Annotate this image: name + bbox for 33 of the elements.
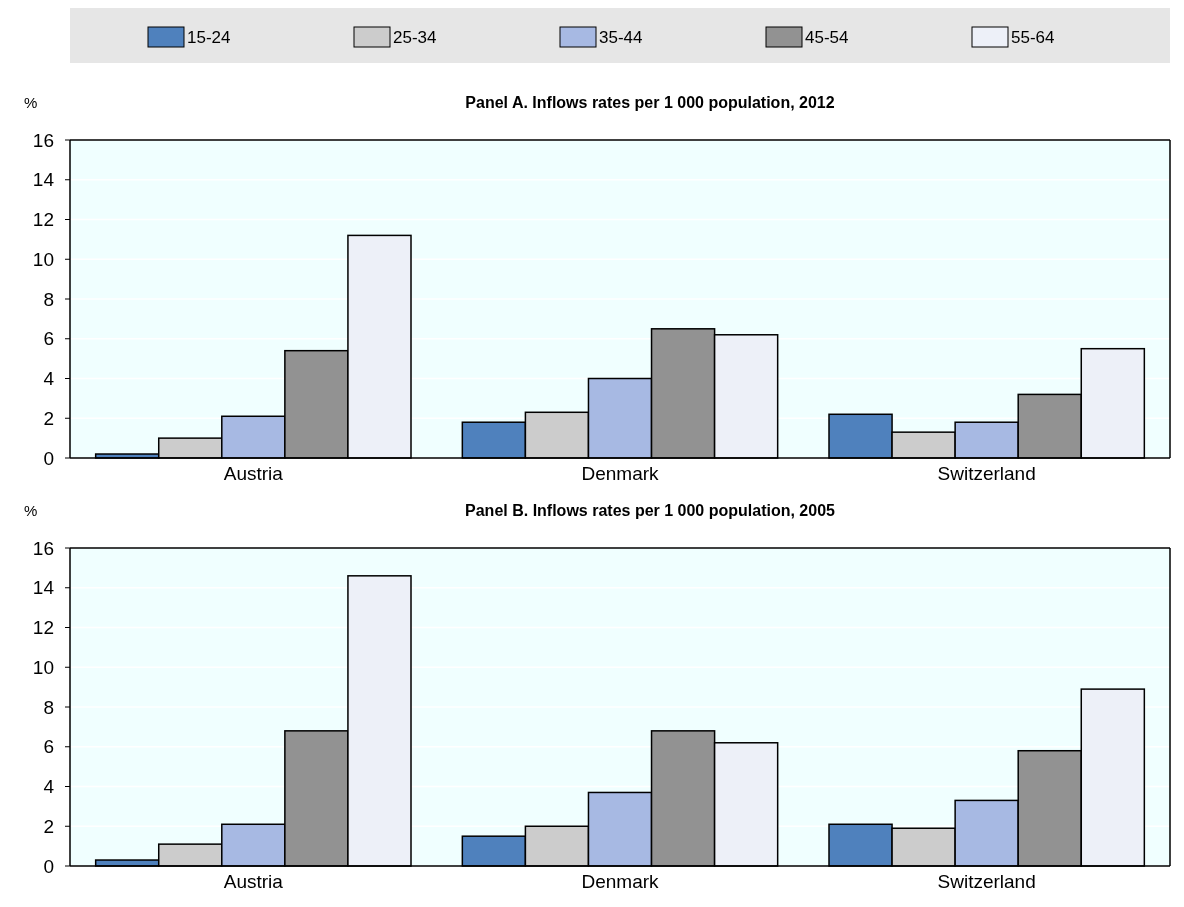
y-tick-label: 0 bbox=[43, 855, 54, 877]
y-tick-label: 2 bbox=[43, 815, 54, 837]
x-tick-label: Switzerland bbox=[937, 463, 1036, 484]
y-tick-label: 6 bbox=[43, 328, 54, 350]
y-tick-label: 10 bbox=[32, 656, 54, 678]
y-tick-label: 12 bbox=[32, 617, 54, 639]
y-axis-title: % bbox=[24, 94, 38, 111]
x-tick-label: Austria bbox=[223, 463, 284, 484]
x-tick-label: Austria bbox=[223, 871, 284, 892]
x-tick-label: Denmark bbox=[581, 871, 660, 892]
x-tick-label: Switzerland bbox=[937, 871, 1036, 892]
legend-label: 45-54 bbox=[805, 28, 849, 47]
x-tick-label: Denmark bbox=[581, 463, 660, 484]
legend-label: 55-64 bbox=[1011, 28, 1055, 47]
legend-label: 25-34 bbox=[393, 28, 437, 47]
y-tick-label: 14 bbox=[32, 577, 55, 599]
legend-label: 35-44 bbox=[599, 28, 643, 47]
y-tick-label: 8 bbox=[43, 288, 54, 310]
chart-title: Panel A. Inflows rates per 1 000 population, 2012 bbox=[465, 94, 835, 111]
legend-label: 15-24 bbox=[187, 28, 231, 47]
y-tick-label: 4 bbox=[43, 368, 55, 390]
y-tick-label: 16 bbox=[32, 129, 54, 151]
y-tick-label: 14 bbox=[32, 169, 55, 191]
y-tick-label: 6 bbox=[43, 736, 54, 758]
chart-title: Panel B. Inflows rates per 1 000 population, 2005 bbox=[465, 502, 836, 519]
y-axis-title: % bbox=[24, 502, 38, 519]
y-tick-label: 2 bbox=[43, 407, 54, 429]
y-tick-label: 0 bbox=[43, 447, 54, 469]
y-tick-label: 10 bbox=[32, 248, 54, 270]
y-tick-label: 8 bbox=[43, 696, 54, 718]
y-tick-label: 4 bbox=[43, 776, 55, 798]
y-tick-label: 16 bbox=[32, 537, 54, 559]
y-tick-label: 12 bbox=[32, 209, 54, 231]
